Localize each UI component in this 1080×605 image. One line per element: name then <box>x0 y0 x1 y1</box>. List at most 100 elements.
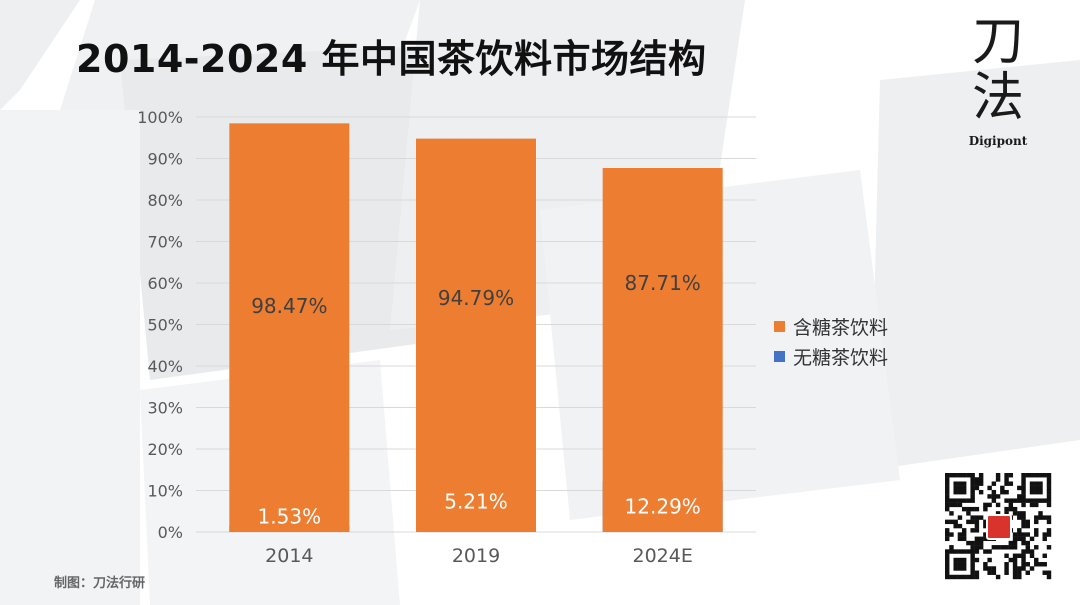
qr-module <box>1042 515 1047 520</box>
qr-module <box>978 515 984 520</box>
legend-swatch-sugared <box>774 320 785 332</box>
qr-module <box>991 566 997 571</box>
qr-module <box>983 532 988 537</box>
qr-module <box>953 481 958 486</box>
qr-module <box>1029 481 1035 486</box>
qr-module <box>970 515 975 520</box>
qr-module <box>970 570 975 575</box>
qr-module <box>1017 553 1022 558</box>
qr-module <box>1042 570 1047 575</box>
qr-module <box>1004 489 1009 495</box>
bar-sugared-2014 <box>229 123 350 533</box>
qr-module <box>970 506 975 512</box>
qr-module <box>995 477 1001 482</box>
qr-module <box>983 549 988 554</box>
qr-module <box>1038 489 1043 495</box>
data-label-sugarfree-2019: 5.21% <box>444 489 508 513</box>
qr-module <box>961 473 967 478</box>
chart-title: 2014-2024 年中国茶饮料市场结构 <box>76 37 707 81</box>
qr-module <box>995 574 1001 580</box>
qr-module <box>970 566 975 571</box>
qr-module <box>945 557 950 563</box>
qr-module <box>961 557 967 563</box>
qr-module <box>961 498 967 503</box>
qr-module <box>1038 473 1043 478</box>
qr-module <box>1008 473 1014 478</box>
qr-module <box>970 494 975 499</box>
qr-module <box>970 540 975 546</box>
qr-module <box>966 506 971 512</box>
qr-module <box>961 566 967 571</box>
y-tick-label: 10% <box>147 482 183 501</box>
qr-module <box>957 557 963 563</box>
qr-module <box>945 506 950 512</box>
qr-module <box>945 489 950 495</box>
qr-module <box>970 545 975 550</box>
qr-module <box>991 570 997 575</box>
qr-module <box>1046 574 1052 580</box>
qr-module <box>1004 498 1009 503</box>
brand-logo: 刀 法 Digipont <box>960 14 1036 174</box>
data-label-sugared-2019: 94.79% <box>438 286 514 310</box>
y-tick-label: 50% <box>147 316 183 335</box>
qr-module <box>1012 553 1018 558</box>
qr-module <box>987 557 992 563</box>
qr-module <box>983 519 988 525</box>
qr-module <box>1021 540 1026 546</box>
x-axis-ticks: 2014 2019 2024E <box>265 545 693 567</box>
qr-module <box>945 528 950 533</box>
qr-module <box>974 477 980 482</box>
qr-module <box>1017 536 1022 542</box>
qr-module <box>974 545 980 550</box>
brand-name: Digipont <box>968 134 1028 148</box>
qr-module <box>957 502 963 508</box>
qr-module <box>970 477 975 482</box>
qr-module <box>1017 570 1022 575</box>
qr-module <box>974 523 980 529</box>
qr-module <box>1012 574 1018 580</box>
qr-module <box>1046 477 1052 482</box>
qr-module <box>1025 473 1030 478</box>
chart-legend: 含糖茶饮料 无糖茶饮料 <box>774 311 888 371</box>
qr-module <box>1021 498 1026 503</box>
qr-module <box>1021 557 1026 563</box>
qr-module <box>970 557 975 563</box>
qr-module <box>1004 553 1009 558</box>
qr-module <box>1017 498 1022 503</box>
qr-module <box>970 485 975 491</box>
qr-module <box>949 498 954 503</box>
qr-module <box>961 549 967 554</box>
qr-module <box>1034 532 1039 537</box>
qr-module <box>945 519 950 525</box>
qr-module <box>978 473 984 478</box>
y-tick-label: 40% <box>147 357 183 376</box>
qr-module <box>995 502 1001 508</box>
qr-module <box>945 566 950 571</box>
bar-sugared-2024E <box>602 168 723 533</box>
qr-module <box>1000 485 1005 491</box>
qr-module <box>1021 494 1026 499</box>
qr-module <box>1004 562 1009 567</box>
qr-module <box>978 545 984 550</box>
qr-module <box>945 498 950 503</box>
qr-module <box>949 545 954 550</box>
qr-module <box>1021 515 1026 520</box>
qr-module <box>974 485 980 491</box>
qr-module <box>1012 545 1018 550</box>
qr-module <box>1021 477 1026 482</box>
qr-module <box>1012 557 1018 563</box>
qr-module <box>953 549 958 554</box>
qr-module <box>1021 481 1026 486</box>
qr-module <box>953 502 958 508</box>
qr-module <box>1046 532 1052 537</box>
qr-module <box>987 570 992 575</box>
qr-module <box>1021 566 1026 571</box>
data-label-sugarfree-2014: 1.53% <box>258 505 322 529</box>
qr-module <box>966 519 971 525</box>
qr-module <box>1029 489 1035 495</box>
qr-module <box>1034 528 1039 533</box>
qr-module <box>949 502 954 508</box>
data-label-sugared-2014: 98.47% <box>251 294 327 318</box>
qr-module <box>949 532 954 537</box>
